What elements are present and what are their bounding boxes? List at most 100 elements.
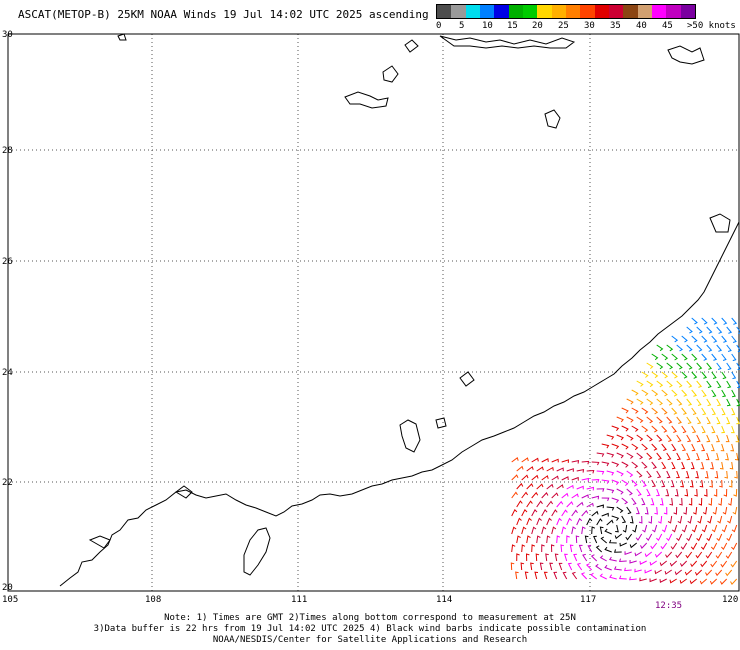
legend-swatch [494, 5, 509, 18]
wind-barb [666, 398, 673, 406]
wind-barb [720, 443, 725, 452]
wind-barb [566, 517, 573, 526]
wind-barb [706, 344, 713, 352]
wind-barb [631, 407, 639, 414]
legend-label: 5 [459, 21, 465, 31]
wind-barb [601, 461, 610, 467]
wind-barb [511, 456, 519, 463]
legend-label: 20 [532, 21, 543, 31]
wind-barb [586, 486, 595, 491]
wind-barb [601, 512, 609, 517]
wind-barb [671, 461, 676, 470]
wind-barb [525, 553, 530, 562]
wind-barb [671, 407, 678, 415]
wind-barb [564, 553, 568, 562]
wind-barb [550, 544, 555, 553]
legend-swatch [437, 5, 452, 18]
wind-barb [691, 461, 695, 470]
wind-barb [676, 380, 683, 388]
wind-barb [703, 488, 708, 497]
wind-barb [611, 515, 620, 521]
wind-barb [716, 434, 720, 443]
wind-barb [606, 452, 615, 458]
footer-line: Note: 1) Times are GMT 2)Times along bot… [164, 613, 576, 623]
wind-barb [595, 545, 603, 553]
wind-barb [681, 335, 688, 343]
wind-barb [719, 461, 724, 470]
wind-barb [618, 575, 627, 580]
wind-barb [666, 434, 672, 442]
wind-barb [686, 362, 693, 370]
wind-barb [731, 524, 738, 533]
wind-barb [705, 551, 713, 559]
wind-barb [721, 389, 727, 398]
wind-barb [666, 533, 673, 542]
wind-barb [516, 482, 524, 490]
wind-barb [567, 562, 573, 571]
wind-barb [686, 380, 693, 388]
y-tick-label: 30 [2, 30, 13, 40]
wind-barb [711, 524, 718, 533]
wind-barb [718, 497, 723, 506]
wind-barb [541, 544, 545, 553]
wind-barb [656, 344, 664, 352]
wind-barb [701, 317, 708, 325]
x-tick-label: 111 [291, 595, 307, 605]
wind-barb [639, 577, 647, 582]
wind-barb [710, 461, 714, 470]
wind-barb [706, 398, 712, 407]
wind-barb [680, 542, 688, 550]
wind-barb [571, 526, 576, 535]
wind-barb [581, 526, 586, 535]
wind-barb [733, 488, 738, 497]
wind-barb [631, 461, 639, 469]
wind-barb [705, 569, 713, 576]
wind-barb [676, 398, 683, 406]
coastline [59, 33, 740, 587]
wind-barb [636, 434, 644, 442]
wind-barb [731, 425, 735, 434]
wind-barb [681, 389, 688, 397]
wind-barb [711, 389, 717, 398]
wind-barb [521, 544, 526, 553]
legend-swatch [465, 5, 480, 18]
wind-barb [656, 398, 663, 406]
wind-barb [619, 542, 627, 547]
wind-barb [596, 488, 605, 492]
wind-barb [656, 434, 663, 442]
wind-barb [710, 542, 718, 551]
wind-barb [546, 535, 551, 544]
legend-swatch [522, 5, 538, 18]
wind-barb [727, 515, 733, 524]
wind-barb [666, 380, 673, 388]
wind-barb [656, 488, 660, 497]
wind-barb [546, 500, 554, 508]
wind-barb [576, 517, 583, 526]
legend-swatch [580, 5, 595, 18]
wind-barb [571, 459, 580, 464]
wind-barb [541, 509, 548, 517]
wind-barb [636, 452, 644, 460]
wind-barb [726, 533, 733, 542]
x-tick-label: 105 [2, 595, 18, 605]
wind-barb [661, 461, 667, 470]
wind-barb [679, 560, 688, 567]
footer-line: 3)Data buffer is 22 hrs from 19 Jul 14:0… [93, 624, 647, 634]
wind-barb [511, 526, 517, 535]
wind-barb [666, 416, 673, 424]
wind-barb [611, 479, 620, 486]
wind-barb [661, 443, 667, 451]
wind-barb [601, 479, 610, 484]
wind-barb [591, 510, 599, 517]
wind-barb [616, 452, 624, 459]
wind-barb [516, 553, 520, 562]
wind-barb [698, 497, 703, 506]
wind-barb [571, 476, 579, 481]
wind-barb [691, 389, 698, 397]
wind-barb [551, 475, 559, 481]
wind-barb [631, 479, 638, 487]
wind-barb [576, 485, 584, 490]
wind-barb [554, 553, 559, 562]
wind-barb [521, 474, 529, 481]
wind-barb [531, 491, 539, 499]
